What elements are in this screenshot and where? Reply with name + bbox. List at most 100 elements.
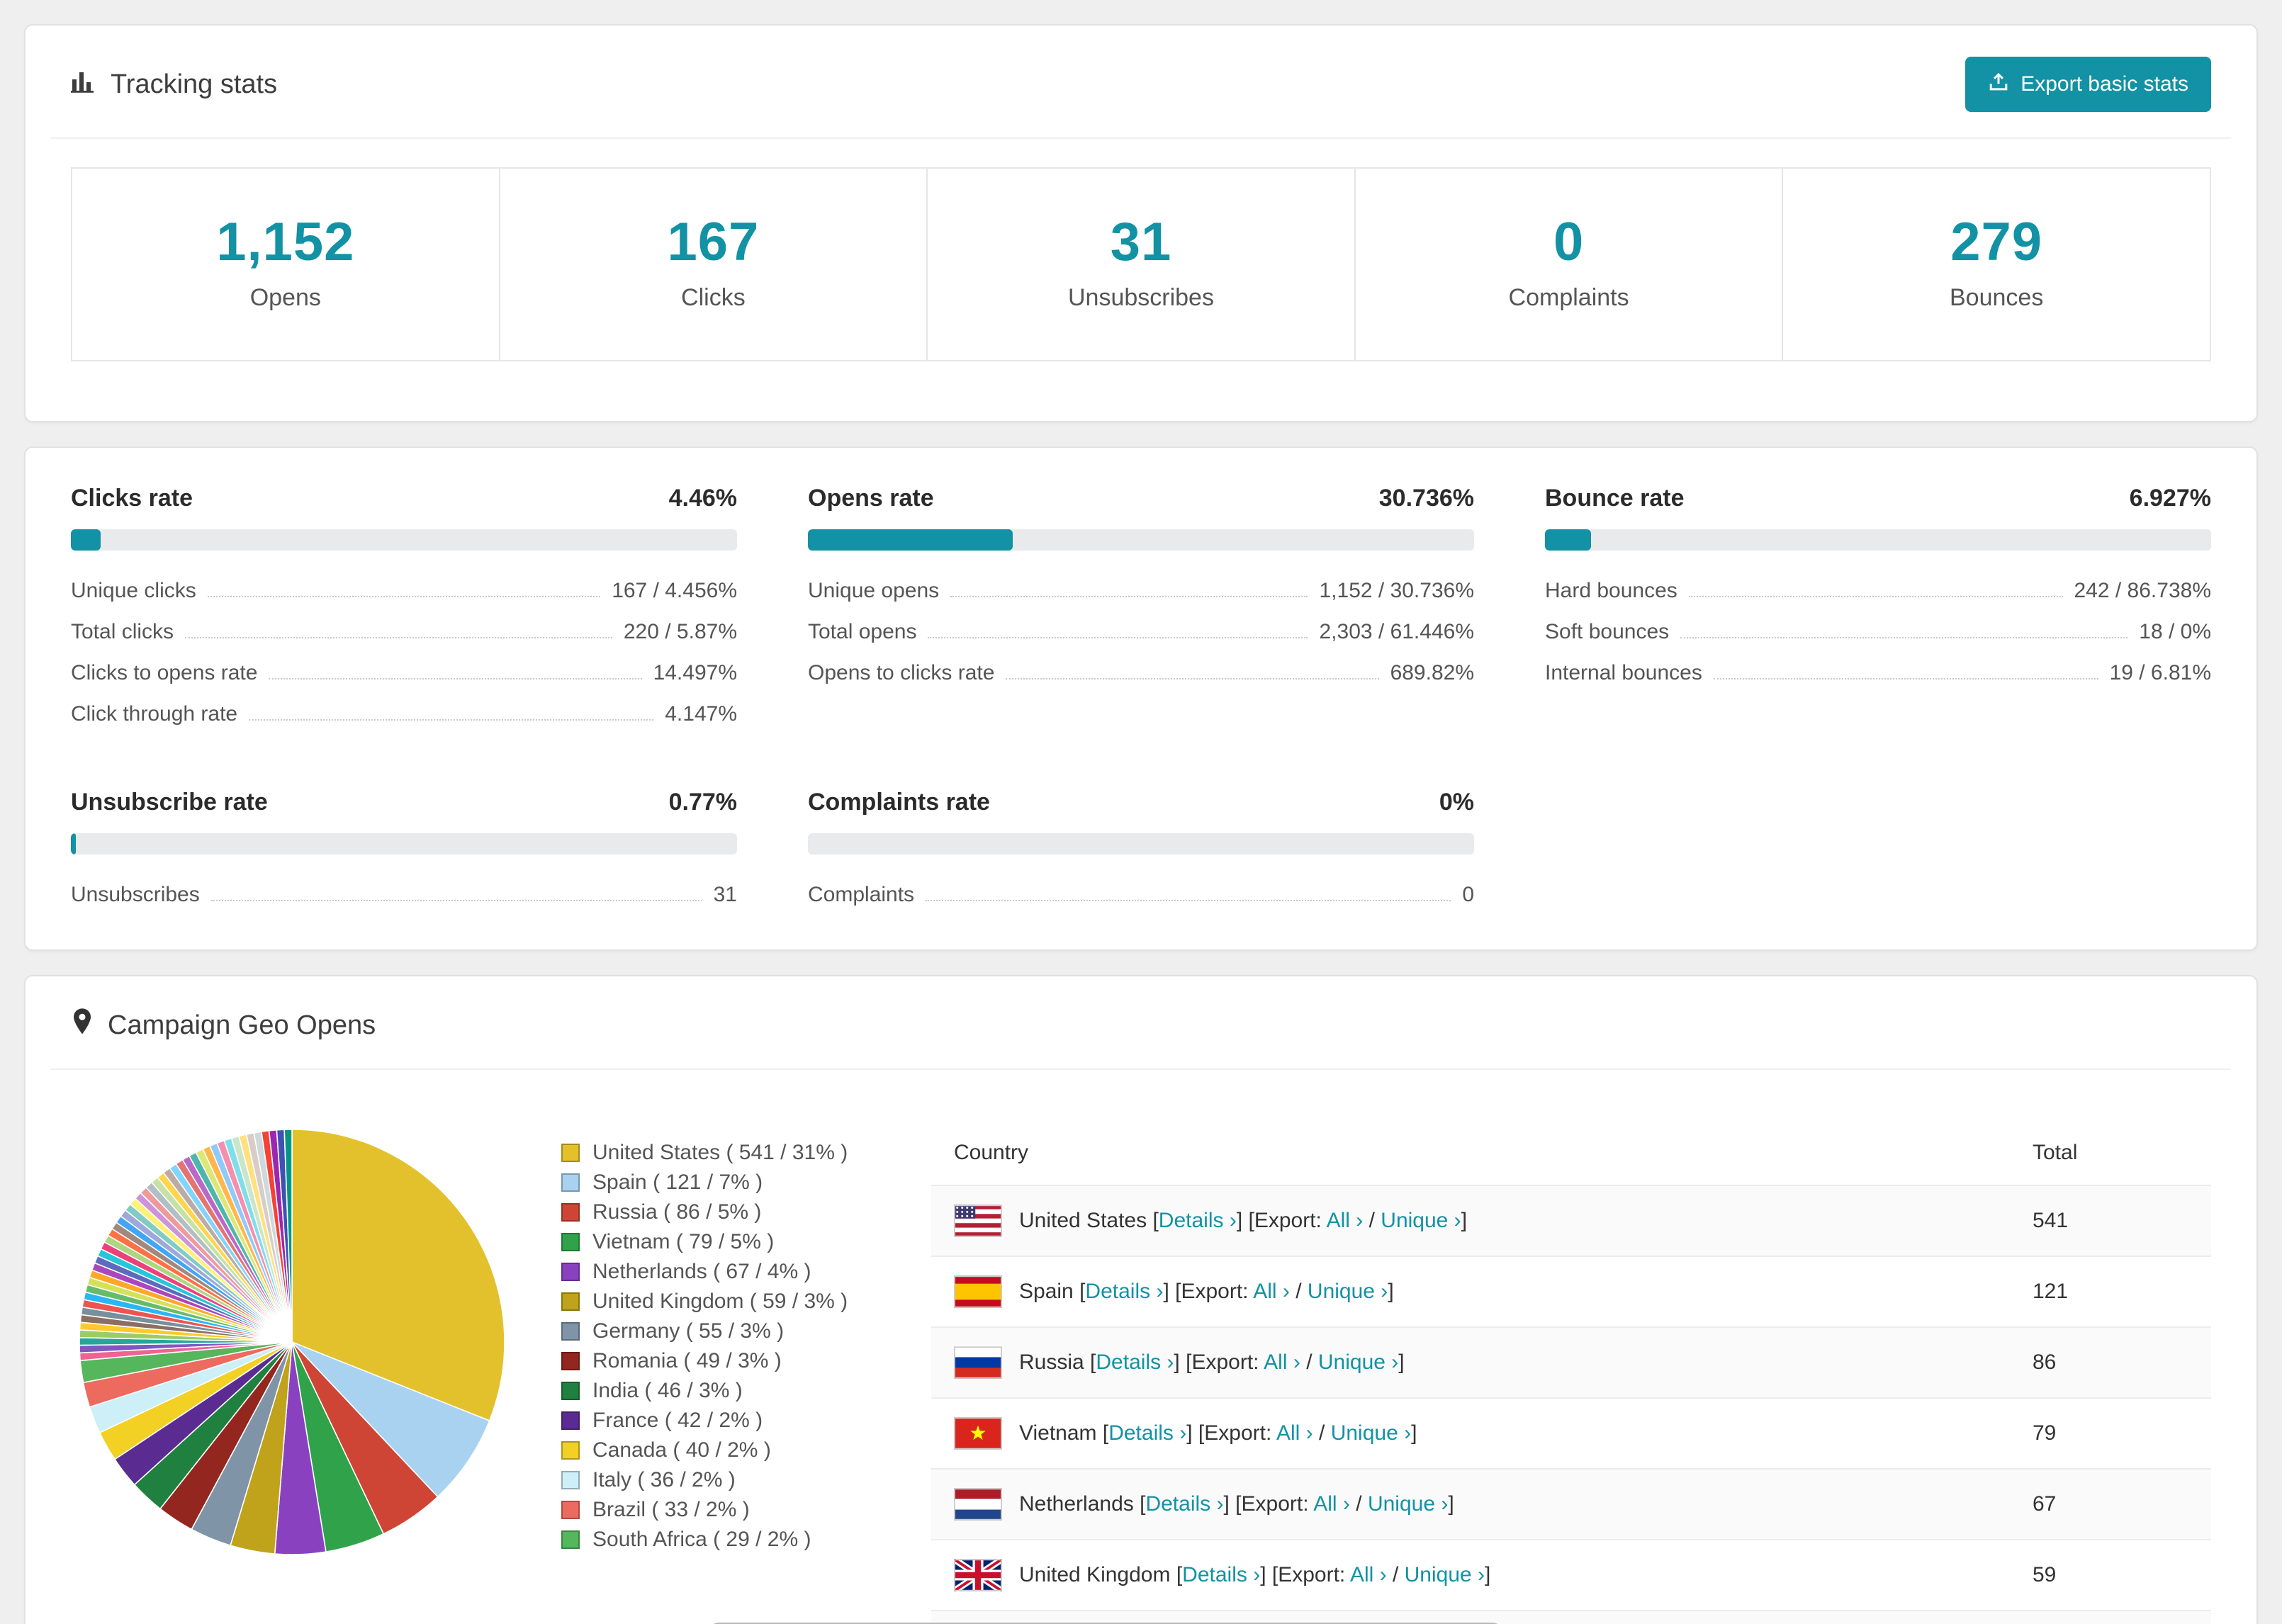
bar-chart-icon <box>71 68 96 101</box>
export-unique-link[interactable]: Unique › <box>1317 1350 1399 1374</box>
country-name: Spain <box>1019 1280 1074 1303</box>
tracking-stats-header: Tracking stats Export basic stats <box>51 51 2231 139</box>
export-basic-stats-button[interactable]: Export basic stats <box>1965 57 2211 112</box>
dotted-leader <box>207 596 601 597</box>
legend-label: United States ( 541 / 31% ) <box>592 1141 848 1164</box>
legend-swatch <box>561 1501 580 1519</box>
stat-opens: 1,152 Opens <box>72 169 500 360</box>
rate-row-value: 1,152 / 30.736% <box>1319 579 1474 602</box>
export-unique-link[interactable]: Unique › <box>1330 1421 1412 1445</box>
total-cell: 79 <box>2033 1421 2057 1445</box>
geo-opens-title-text: Campaign Geo Opens <box>108 1010 376 1040</box>
rate-row-value: 242 / 86.738% <box>2074 579 2212 602</box>
country-links: Spain [Details ›] [Export: All › / Uniqu… <box>1019 1280 1394 1303</box>
geo-opens-legend: United States ( 541 / 31% ) Spain ( 121 … <box>561 1121 894 1624</box>
export-unique-link[interactable]: Unique › <box>1404 1563 1485 1586</box>
details-link[interactable]: Details › <box>1085 1280 1164 1303</box>
progress-bar-fill <box>808 529 1013 551</box>
stat-complaints: 0 Complaints <box>1356 169 1784 360</box>
export-all-link[interactable]: All › <box>1276 1421 1313 1445</box>
geo-table-body: United States [Details ›] [Export: All ›… <box>931 1185 2211 1624</box>
geo-table-row-netherlands: Netherlands [Details ›] [Export: All › /… <box>931 1468 2211 1539</box>
rate-block-clicks-rate: Clicks rate 4.46% Unique clicks 167 / 4.… <box>71 485 737 735</box>
legend-item-india: India ( 46 / 3% ) <box>561 1379 894 1403</box>
rate-head: Complaints rate 0% <box>808 789 1474 816</box>
details-link[interactable]: Details › <box>1096 1350 1174 1374</box>
export-all-link[interactable]: All › <box>1264 1350 1300 1374</box>
progress-bar-fill <box>71 833 77 855</box>
rate-row-label: Unsubscribes <box>71 883 200 906</box>
rate-row-unique-opens: Unique opens 1,152 / 30.736% <box>808 570 1474 611</box>
flag-ru-icon <box>954 1346 1002 1379</box>
country-links: United States [Details ›] [Export: All ›… <box>1019 1209 1468 1232</box>
details-link[interactable]: Details › <box>1145 1492 1224 1516</box>
tracking-stats-title: Tracking stats <box>71 68 277 101</box>
country-cell: United States [Details ›] [Export: All ›… <box>954 1205 2033 1237</box>
details-link[interactable]: Details › <box>1182 1563 1261 1586</box>
rate-percent: 30.736% <box>1378 485 1474 512</box>
geo-opens-content: United States ( 541 / 31% ) Spain ( 121 … <box>51 1098 2231 1624</box>
rate-title: Clicks rate <box>71 485 193 512</box>
rate-row-label: Internal bounces <box>1545 661 1702 684</box>
legend-label: South Africa ( 29 / 2% ) <box>592 1528 811 1551</box>
rate-row-total-opens: Total opens 2,303 / 61.446% <box>808 611 1474 653</box>
legend-label: Canada ( 40 / 2% ) <box>592 1438 771 1462</box>
stat-value: 279 <box>1950 212 2043 272</box>
geo-opens-card: Campaign Geo Opens United States ( 541 /… <box>24 975 2258 1624</box>
details-link[interactable]: Details › <box>1158 1209 1237 1232</box>
rate-title: Bounce rate <box>1545 485 1685 512</box>
legend-swatch <box>561 1292 580 1311</box>
export-all-link[interactable]: All › <box>1349 1563 1387 1586</box>
legend-item-france: France ( 42 / 2% ) <box>561 1409 894 1433</box>
legend-item-canada: Canada ( 40 / 2% ) <box>561 1438 894 1462</box>
rate-row-value: 167 / 4.456% <box>612 579 737 602</box>
rate-head: Opens rate 30.736% <box>808 485 1474 512</box>
legend-label: Russia ( 86 / 5% ) <box>592 1200 762 1224</box>
rates-card: Clicks rate 4.46% Unique clicks 167 / 4.… <box>24 446 2258 951</box>
stat-label: Complaints <box>1508 284 1629 311</box>
horizontal-scrollbar-thumb[interactable] <box>709 1623 1502 1624</box>
country-name: Russia <box>1019 1350 1084 1374</box>
rate-row-opens-to-clicks-rate: Opens to clicks rate 689.82% <box>808 653 1474 694</box>
stat-label: Clicks <box>681 284 746 311</box>
export-unique-link[interactable]: Unique › <box>1367 1492 1449 1516</box>
rate-row-label: Total clicks <box>71 620 174 643</box>
export-all-link[interactable]: All › <box>1253 1280 1290 1303</box>
dotted-leader <box>210 900 702 901</box>
tracking-stats-card: Tracking stats Export basic stats 1,152 … <box>24 24 2258 422</box>
rate-row-clicks-to-opens-rate: Clicks to opens rate 14.497% <box>71 653 737 694</box>
rate-head: Clicks rate 4.46% <box>71 485 737 512</box>
geo-table-row-russia: Russia [Details ›] [Export: All › / Uniq… <box>931 1326 2211 1397</box>
total-cell: 541 <box>2033 1209 2069 1232</box>
stats-summary-row: 1,152 Opens 167 Clicks 31 Unsubscribes 0… <box>71 167 2211 361</box>
legend-label: United Kingdom ( 59 / 3% ) <box>592 1290 848 1313</box>
export-all-link[interactable]: All › <box>1313 1492 1350 1516</box>
pie-slice <box>291 1129 505 1422</box>
legend-swatch <box>561 1263 580 1281</box>
progress-bar-fill <box>1545 529 1592 551</box>
rate-rows: Unique opens 1,152 / 30.736% Total opens… <box>808 570 1474 694</box>
dotted-leader <box>928 637 1308 638</box>
rate-row-value: 0 <box>1462 883 1474 906</box>
progress-bar-fill <box>71 529 101 551</box>
export-unique-link[interactable]: Unique › <box>1381 1209 1461 1232</box>
export-unique-link[interactable]: Unique › <box>1307 1280 1388 1303</box>
stat-value: 0 <box>1553 212 1585 272</box>
total-cell: 86 <box>2033 1350 2057 1374</box>
legend-label: Romania ( 49 / 3% ) <box>592 1349 782 1372</box>
rate-block-complaints-rate: Complaints rate 0% Complaints 0 <box>808 789 1474 915</box>
geo-table-row-vietnam: Vietnam [Details ›] [Export: All › / Uni… <box>931 1397 2211 1468</box>
geo-table-row-united-kingdom: United Kingdom [Details ›] [Export: All … <box>931 1539 2211 1610</box>
legend-label: Brazil ( 33 / 2% ) <box>592 1498 750 1521</box>
country-cell: Russia [Details ›] [Export: All › / Uniq… <box>954 1346 2033 1379</box>
export-all-link[interactable]: All › <box>1326 1209 1364 1232</box>
geo-table-row-united-states: United States [Details ›] [Export: All ›… <box>931 1185 2211 1256</box>
rate-row-unique-clicks: Unique clicks 167 / 4.456% <box>71 570 737 611</box>
rate-row-unsubscribes: Unsubscribes 31 <box>71 874 737 915</box>
dotted-leader <box>1688 596 2063 597</box>
details-link[interactable]: Details › <box>1108 1421 1187 1445</box>
tracking-stats-title-text: Tracking stats <box>111 69 278 99</box>
rate-row-internal-bounces: Internal bounces 19 / 6.81% <box>1545 653 2211 694</box>
rate-row-value: 220 / 5.87% <box>623 620 737 643</box>
dotted-leader <box>1006 678 1379 680</box>
